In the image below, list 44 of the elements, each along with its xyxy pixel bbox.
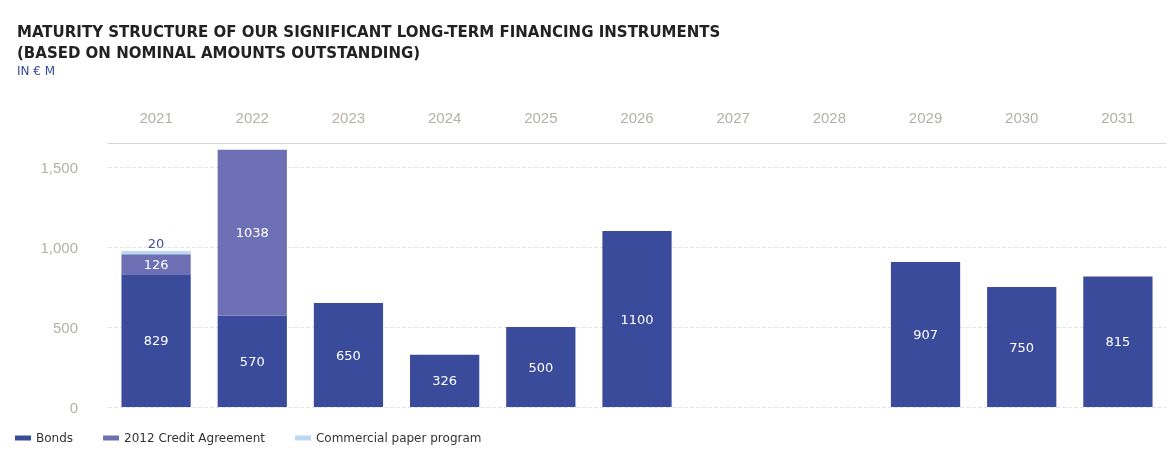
bar <box>217 315 287 407</box>
legend-label: Commercial paper program <box>315 431 482 445</box>
data-label: 907 <box>913 326 938 342</box>
bar <box>121 251 191 255</box>
data-label: 815 <box>1105 334 1131 350</box>
data-label: 500 <box>528 359 554 375</box>
x-tick-label: 2025 <box>524 109 558 126</box>
x-tick-label: 2031 <box>1101 109 1135 126</box>
chart-title: MATURITY STRUCTURE OF OUR SIGNIFICANT LONG-TERM FINANCING INSTRUMENTS (BASED ON NOMINAL AMOUNTS OUTSTANDING) <box>17 22 721 62</box>
data-label: 650 <box>336 347 361 363</box>
chart-subtitle: IN € M <box>17 64 56 78</box>
bar <box>313 303 384 407</box>
data-label: 829 <box>143 333 169 349</box>
y-tick-label: 0 <box>69 398 78 416</box>
legend-label: Bonds <box>36 431 74 445</box>
x-tick-label: 2023 <box>331 109 366 126</box>
x-tick-label: 2027 <box>716 109 750 126</box>
data-label: 570 <box>239 353 265 369</box>
data-label: 1100 <box>620 311 654 327</box>
x-tick-label: 2021 <box>139 109 173 126</box>
y-tick-label: 500 <box>52 318 78 336</box>
data-label: 1038 <box>235 225 269 241</box>
bar <box>602 231 672 407</box>
bar <box>1083 276 1153 407</box>
x-tick-label: 2030 <box>1005 109 1039 126</box>
x-tick-label: 2024 <box>427 109 462 126</box>
bar <box>410 354 480 407</box>
x-tick-label: 2022 <box>235 109 269 126</box>
data-label: 750 <box>1009 339 1035 355</box>
data-label: 20 <box>147 236 165 251</box>
bar <box>217 149 287 316</box>
bar <box>121 254 191 275</box>
x-tick-label: 2026 <box>620 109 654 126</box>
data-label: 326 <box>432 373 458 389</box>
y-tick-label: 1,000 <box>40 238 78 256</box>
x-tick-label: 2029 <box>908 109 943 126</box>
bar <box>890 261 961 407</box>
bar <box>121 274 191 407</box>
legend-label: 2012 Credit Agreement <box>124 431 266 445</box>
y-tick-label: 1,500 <box>40 158 78 176</box>
bar <box>987 287 1057 407</box>
data-label: 126 <box>143 256 169 272</box>
x-tick-label: 2028 <box>812 109 847 126</box>
bar <box>506 327 576 407</box>
